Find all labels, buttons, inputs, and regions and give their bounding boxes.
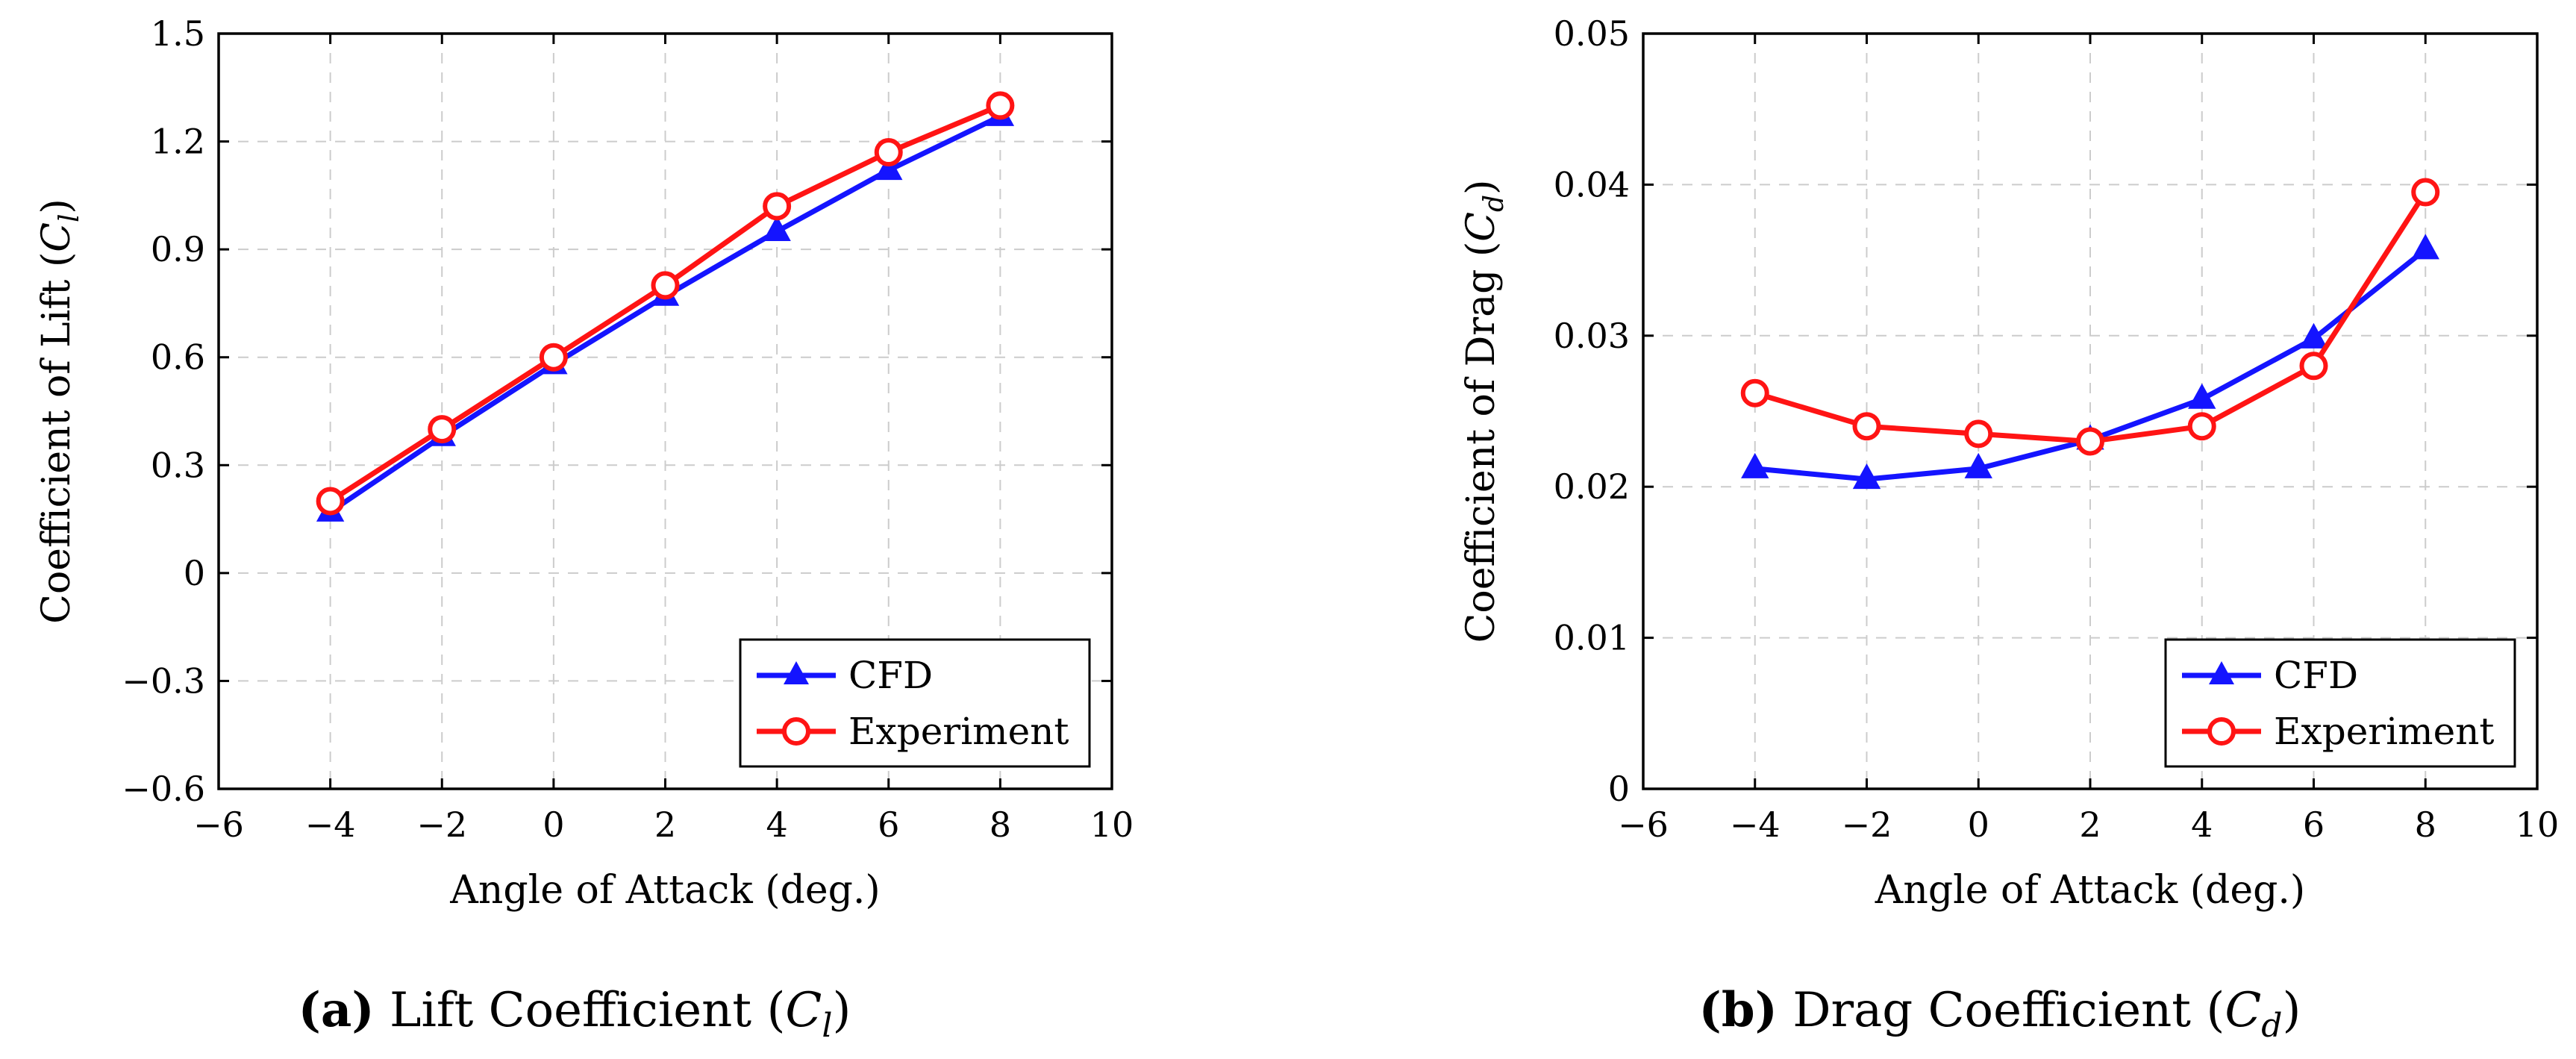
y-axis-label: Coefficient of Lift (Cl) — [34, 199, 85, 624]
caption-symbol: C — [785, 983, 822, 1038]
x-axis-label: Angle of Attack (deg.) — [1875, 868, 2305, 913]
data-point-triangle — [2299, 322, 2328, 349]
data-point-circle — [428, 415, 457, 444]
y-axis-label-symbol: C — [34, 222, 79, 252]
data-point-circle — [1852, 412, 1881, 441]
x-tick-label: −2 — [1842, 805, 1892, 845]
plot-frame — [217, 32, 1113, 790]
caption-close: ) — [2282, 983, 2301, 1038]
legend-label: Experiment — [848, 710, 1069, 753]
x-tick-label: 0 — [1968, 805, 1989, 845]
y-axis-label-close: ) — [1459, 180, 1504, 195]
x-tick-label: 6 — [2303, 805, 2325, 845]
data-point-circle — [539, 343, 568, 372]
data-point-circle — [986, 91, 1015, 120]
x-tick-label: −4 — [305, 805, 356, 845]
legend-label: CFD — [2274, 654, 2358, 697]
y-tick-label: 0 — [184, 553, 205, 593]
y-axis-label-symbol: C — [1459, 212, 1504, 242]
x-tick-label: 4 — [2191, 805, 2213, 845]
caption-subscript: l — [822, 1007, 832, 1045]
x-tick-label: 10 — [2516, 805, 2560, 845]
caption-text: Lift Coefficient ( — [390, 983, 785, 1038]
data-point-circle — [2411, 178, 2440, 207]
y-tick-label: 0.04 — [1554, 164, 1630, 204]
y-axis-label-text: Coefficient of Lift ( — [34, 252, 79, 624]
x-tick-label: −2 — [416, 805, 467, 845]
y-tick-label: 0.6 — [151, 337, 205, 378]
lift-coefficient-panel: −6 −4 −2 0 2 4 6 8 10 −0.6 −0.3 0 0.3 0.6 0.9 1.2 1.5 Ang… — [34, 13, 1134, 1045]
caption-label: (b) — [1699, 982, 1778, 1038]
caption-text: Drag Coefficient ( — [1792, 983, 2225, 1038]
y-tick-label: 0.03 — [1554, 316, 1630, 356]
drag-coefficient-panel: −6 −4 −2 0 2 4 6 8 10 0 0.01 0.02 0.03 0.04 0.05 Angle … — [1459, 13, 2559, 1045]
data-point-circle — [2299, 352, 2328, 381]
legend-triangle-marker — [784, 661, 809, 684]
data-point-triangle — [1741, 452, 1769, 478]
y-tick-label: 0.02 — [1554, 466, 1630, 507]
data-point-circle — [316, 487, 345, 516]
data-point-circle — [874, 138, 903, 167]
x-tick-label: −6 — [1618, 805, 1669, 845]
y-tick-label: −0.3 — [122, 660, 205, 701]
legend: CFD Experiment — [739, 638, 1091, 768]
data-point-triangle — [1964, 452, 1992, 478]
x-tick-label: 2 — [2079, 805, 2101, 845]
legend: CFD Experiment — [2164, 638, 2516, 768]
y-tick-label: 0 — [1608, 769, 1630, 809]
legend-circle-marker — [2207, 717, 2236, 746]
caption-space — [1778, 983, 1792, 1038]
data-point-triangle — [2411, 234, 2439, 260]
data-point-circle — [1740, 378, 1769, 407]
y-tick-label: 1.2 — [151, 122, 205, 162]
caption-symbol: C — [2225, 983, 2261, 1038]
x-tick-label: 6 — [878, 805, 899, 845]
series-experiment — [316, 91, 1015, 516]
y-axis-label-subscript: d — [1479, 195, 1510, 212]
data-point-circle — [1964, 419, 1993, 449]
data-point-triangle — [1852, 463, 1881, 490]
subfigure-caption: (a) Lift Coefficient (Cl) — [298, 982, 851, 1045]
x-tick-label: 2 — [654, 805, 676, 845]
legend-label: CFD — [848, 654, 933, 697]
caption-label: (a) — [298, 982, 375, 1038]
data-point-triangle — [763, 215, 791, 242]
x-tick-label: 10 — [1090, 805, 1134, 845]
data-point-circle — [763, 192, 792, 221]
y-axis-label-text: Coefficient of Drag ( — [1459, 242, 1504, 643]
caption-subscript: d — [2261, 1007, 2282, 1045]
y-tick-label: 0.3 — [151, 445, 205, 485]
caption-space — [375, 983, 390, 1038]
x-tick-label: 8 — [2415, 805, 2436, 845]
caption-close: ) — [832, 983, 851, 1038]
x-tick-label: 0 — [543, 805, 564, 845]
x-tick-label: −6 — [193, 805, 244, 845]
series-experiment — [1740, 178, 2440, 456]
y-tick-label: 0.05 — [1554, 13, 1630, 54]
y-tick-label: 0.9 — [151, 229, 205, 269]
legend-label: Experiment — [2274, 710, 2494, 753]
x-tick-label: 8 — [990, 805, 1011, 845]
plot-frame — [1642, 32, 2539, 790]
legend-circle-marker — [782, 717, 810, 746]
y-axis-label: Coefficient of Drag (Cd) — [1459, 180, 1510, 643]
data-point-circle — [2187, 412, 2216, 441]
data-point-triangle — [875, 154, 903, 181]
data-point-circle — [651, 271, 680, 300]
legend-triangle-marker — [2209, 661, 2234, 684]
data-point-circle — [2076, 427, 2104, 456]
x-tick-label: 4 — [766, 805, 787, 845]
subfigure-caption: (b) Drag Coefficient (Cd) — [1699, 982, 2301, 1045]
y-tick-label: 0.01 — [1554, 618, 1630, 658]
y-tick-label: 1.5 — [151, 13, 205, 54]
y-axis-label-subscript: l — [54, 213, 85, 222]
y-tick-label: −0.6 — [122, 769, 205, 809]
data-point-triangle — [2188, 383, 2216, 409]
y-axis-label-close: ) — [34, 199, 79, 213]
x-axis-label: Angle of Attack (deg.) — [449, 868, 880, 913]
x-tick-label: −4 — [1730, 805, 1781, 845]
